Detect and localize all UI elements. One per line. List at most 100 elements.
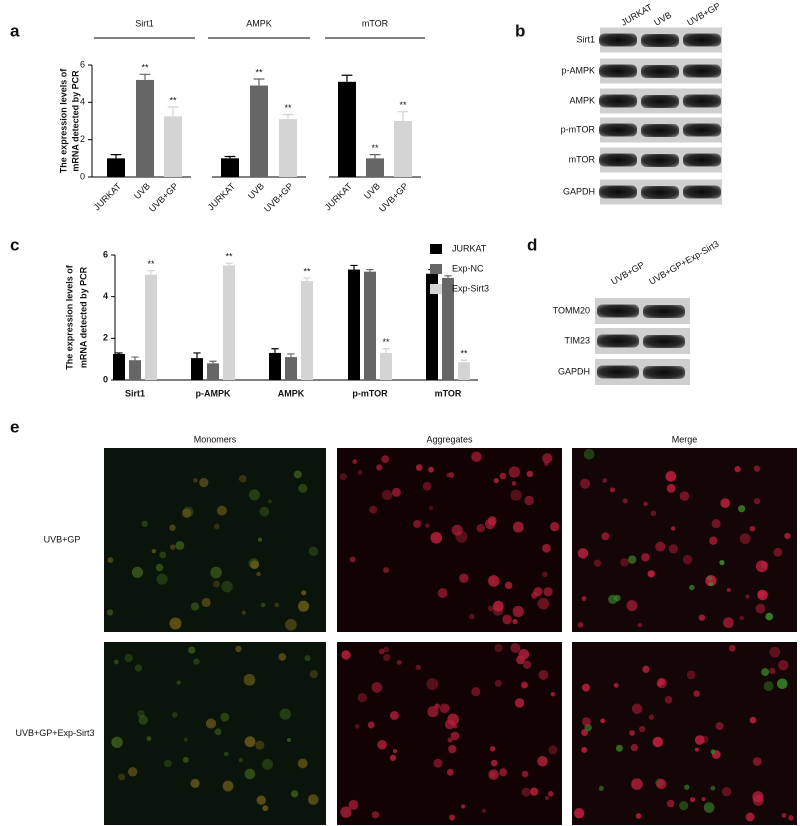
cell (250, 560, 259, 570)
blot-band (683, 94, 721, 108)
cell (544, 461, 549, 467)
cell (286, 737, 291, 742)
cell (492, 600, 504, 612)
error-bar (193, 352, 201, 359)
cell (124, 653, 133, 663)
cell (415, 664, 421, 671)
group-label: AMPK (246, 18, 272, 28)
group-label: mTOR (362, 18, 389, 28)
cell (221, 580, 233, 593)
error-bar (303, 277, 311, 282)
cell (581, 747, 588, 753)
cell (630, 743, 639, 752)
cell (357, 470, 363, 475)
bar (145, 274, 157, 380)
cell (190, 778, 200, 788)
error-bar (282, 113, 294, 120)
cell (381, 489, 393, 501)
cell (489, 746, 496, 752)
cell (728, 644, 736, 652)
cell (698, 614, 706, 621)
row-label: UVB+GP (44, 534, 81, 544)
cell (451, 524, 463, 536)
cell (279, 708, 291, 720)
cell (580, 478, 591, 489)
cell (629, 730, 635, 736)
cell (582, 717, 591, 726)
cell (656, 778, 667, 790)
cell (668, 544, 679, 554)
cell (684, 784, 690, 790)
x-tick-label: UVB+GP (147, 181, 180, 214)
cell (511, 481, 517, 486)
row-label: mTOR (569, 154, 596, 164)
panel-label: b (515, 21, 525, 40)
error-bar (271, 348, 279, 353)
cell (244, 768, 256, 780)
error-bar (110, 154, 122, 159)
cell (709, 536, 718, 545)
cell (763, 681, 774, 692)
cell (522, 660, 532, 669)
cell (155, 563, 164, 572)
bar (380, 352, 392, 380)
cell (127, 767, 138, 777)
cell (446, 768, 454, 776)
cell (693, 690, 700, 697)
blot-band (643, 366, 685, 379)
cell (593, 559, 602, 567)
cell (107, 557, 114, 564)
cell (428, 466, 435, 473)
cell (348, 799, 359, 810)
cell (262, 758, 274, 770)
cell (235, 645, 242, 653)
cell (635, 813, 642, 819)
cell (392, 748, 398, 754)
cell (256, 795, 266, 805)
cell (639, 725, 646, 733)
cell (340, 806, 352, 818)
blot-band (599, 185, 637, 199)
cell (111, 736, 123, 749)
cell (613, 682, 619, 688)
blot-band (597, 365, 639, 379)
cell (708, 581, 714, 587)
lane-label: UVB+GP+Exp-Sirt3 (647, 239, 720, 287)
error-bar (369, 154, 381, 159)
cell (715, 722, 724, 731)
micrograph (337, 642, 562, 825)
error-bar (147, 270, 155, 275)
x-tick-label: UVB+GP (377, 181, 410, 214)
cell (175, 540, 185, 550)
error-bar (460, 359, 468, 363)
cell (784, 532, 791, 540)
cell (694, 735, 705, 745)
cell (260, 602, 266, 608)
cell (444, 719, 455, 730)
cell (352, 459, 358, 465)
cell (426, 678, 439, 690)
cell (163, 759, 172, 768)
error-bar (253, 78, 265, 86)
blot-band (683, 33, 721, 47)
error-bar (139, 73, 151, 80)
cell (367, 721, 375, 729)
cell (248, 489, 260, 501)
cell (739, 533, 751, 545)
cell (626, 600, 638, 612)
x-tick-label: JURKAT (323, 181, 355, 213)
cell (526, 470, 534, 478)
lane-label: UVB+GP (685, 1, 722, 28)
cell (723, 617, 734, 629)
cell (383, 646, 390, 653)
blot-band (597, 304, 639, 318)
bar (279, 119, 297, 177)
cell (448, 744, 457, 754)
significance: ** (371, 143, 379, 153)
x-tick-label: mTOR (435, 388, 462, 398)
cell (278, 653, 287, 661)
cell (471, 687, 481, 697)
cell (542, 543, 551, 553)
x-tick-label: JURKAT (92, 181, 124, 213)
y-axis-label: mRNA detected by PCR (70, 70, 80, 172)
